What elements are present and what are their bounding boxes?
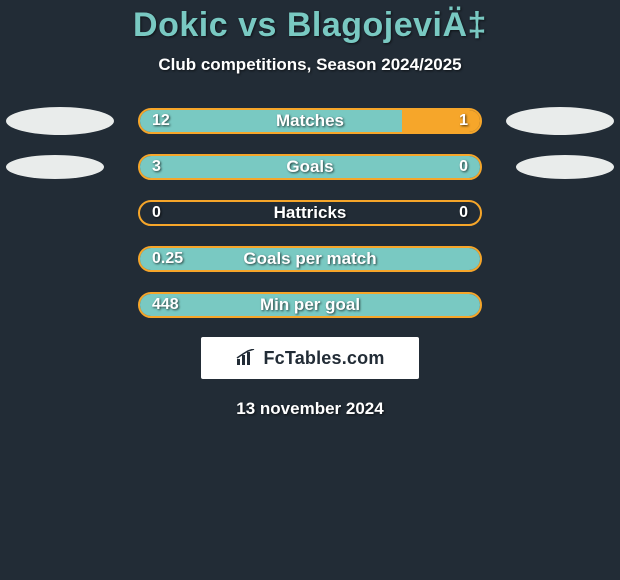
left-ellipse <box>6 107 114 135</box>
right-ellipse <box>506 107 614 135</box>
stat-left-value: 448 <box>152 296 179 314</box>
bar-chart-icon <box>235 349 257 367</box>
stat-bar: Matches12 1 <box>138 108 482 134</box>
stat-row: Min per goal448 <box>0 291 620 319</box>
stat-rows: Matches121Goals30Hattricks00Goals per ma… <box>0 107 620 319</box>
stat-left-value: 12 <box>152 112 170 130</box>
stat-label: Min per goal <box>140 295 480 315</box>
stat-row: Goals3 0 <box>0 153 620 181</box>
page-subtitle: Club competitions, Season 2024/2025 <box>0 55 620 75</box>
stat-bar: Hattricks0 0 <box>138 200 482 226</box>
stat-label: Matches <box>140 111 480 131</box>
stat-left-value: 0.25 <box>152 250 183 268</box>
stat-label: Goals per match <box>140 249 480 269</box>
stat-row: Hattricks0 0 <box>0 199 620 227</box>
stat-right-value: 1 <box>459 112 468 130</box>
brand-label: FcTables.com <box>263 348 384 369</box>
stat-label: Hattricks <box>140 203 480 223</box>
stat-bar: Min per goal448 <box>138 292 482 318</box>
left-ellipse <box>6 155 104 179</box>
stat-left-value: 3 <box>152 158 161 176</box>
page-title: Dokic vs BlagojeviÄ‡ <box>0 0 620 45</box>
stat-bar: Goals per match0.25 <box>138 246 482 272</box>
brand-box: FcTables.com <box>201 337 419 379</box>
stat-label: Goals <box>140 157 480 177</box>
stat-bar: Goals3 0 <box>138 154 482 180</box>
stat-right-value: 0 <box>459 158 468 176</box>
stat-right-value: 0 <box>459 204 468 222</box>
brand-text: FcTables.com <box>235 348 384 369</box>
stat-row: Matches12 1 <box>0 107 620 135</box>
stat-row: Goals per match0.25 <box>0 245 620 273</box>
footer-date: 13 november 2024 <box>0 399 620 419</box>
right-ellipse <box>516 155 614 179</box>
stat-left-value: 0 <box>152 204 161 222</box>
comparison-infographic: Dokic vs BlagojeviÄ‡ Club competitions, … <box>0 0 620 580</box>
